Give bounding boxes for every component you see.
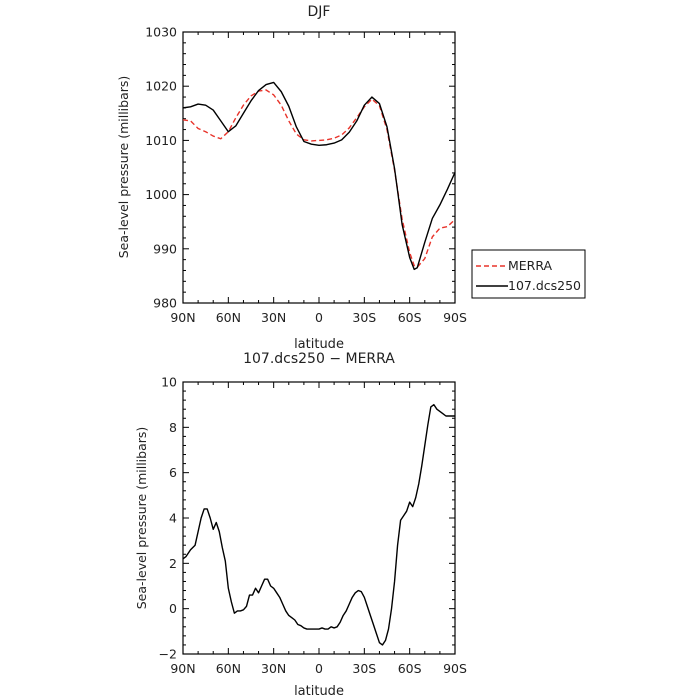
bottom-x-tick-label: 90N (170, 661, 195, 676)
bottom-x-tick-label: 30S (352, 661, 376, 676)
bottom-y-tick-label: 2 (169, 556, 177, 571)
top-chart-title: DJF (308, 4, 331, 20)
top-y-ticks: 980 990 1000 1010 1020 1030 (145, 25, 455, 311)
top-x-axis-label: latitude (294, 337, 344, 352)
top-series-line-107-dcs250 (182, 81, 456, 271)
bottom-chart-frame (182, 381, 456, 655)
top-x-tick-label: 60S (398, 310, 422, 325)
top-y-tick-label: 980 (153, 296, 177, 311)
bottom-y-tick-label: 4 (169, 511, 177, 526)
bottom-x-tick-label: 60S (398, 661, 422, 676)
bottom-y-ticks: −2 0 2 4 6 8 10 (159, 375, 455, 662)
legend: MERRA 107.dcs250 (471, 249, 586, 299)
bottom-y-axis-label: Sea-level pressure (millibars) (134, 427, 149, 610)
top-x-ticks: 90N 60N 30N 0 30S 60S 90S (170, 32, 467, 325)
bottom-chart: 107.dcs250 − MERRA −2 0 2 4 6 8 10 90N 60N 30N 0 3… (134, 351, 467, 699)
top-series-line-merra (182, 89, 456, 268)
top-y-tick-label: 1020 (145, 79, 177, 94)
top-x-tick-label: 0 (315, 310, 323, 325)
top-chart-frame (182, 31, 456, 304)
top-x-tick-label: 30N (261, 310, 286, 325)
bottom-y-tick-label: 6 (169, 465, 177, 480)
top-x-tick-label: 30S (352, 310, 376, 325)
top-y-tick-label: 1000 (145, 187, 177, 202)
bottom-series-lines (182, 403, 455, 646)
bottom-x-tick-label: 30N (261, 661, 286, 676)
bottom-y-tick-label: 0 (169, 601, 177, 616)
bottom-x-tick-label: 90S (443, 661, 467, 676)
top-chart: DJF 980 990 1000 1010 1020 1030 90N 60N 30N 0 30S… (116, 4, 586, 352)
legend-label-merra: MERRA (508, 258, 553, 273)
top-y-tick-label: 1010 (145, 133, 177, 148)
legend-box (471, 249, 586, 299)
bottom-x-axis-label: latitude (294, 684, 344, 699)
bottom-x-tick-label: 60N (216, 661, 241, 676)
top-x-tick-label: 90N (170, 310, 195, 325)
top-y-tick-label: 990 (153, 241, 177, 256)
bottom-y-tick-label: 8 (169, 420, 177, 435)
bottom-y-tick-label: 10 (161, 375, 177, 390)
bottom-series-line-107-dcs250-merra (182, 403, 455, 646)
top-y-axis-label: Sea-level pressure (millibars) (116, 76, 131, 259)
bottom-x-tick-label: 0 (315, 661, 323, 676)
top-y-tick-label: 1030 (145, 25, 177, 40)
top-x-tick-label: 90S (443, 310, 467, 325)
legend-label-model: 107.dcs250 (508, 278, 581, 293)
bottom-chart-title: 107.dcs250 − MERRA (243, 351, 395, 367)
top-x-tick-label: 60N (216, 310, 241, 325)
bottom-x-ticks: 90N 60N 30N 0 30S 60S 90S (170, 382, 467, 676)
bottom-y-tick-label: −2 (159, 647, 177, 662)
top-series-lines (182, 81, 456, 271)
